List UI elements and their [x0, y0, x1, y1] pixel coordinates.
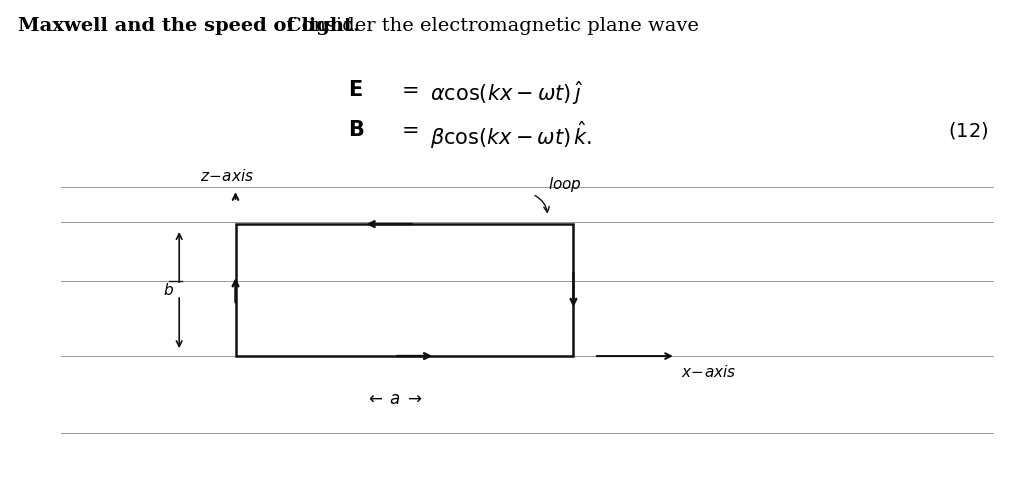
Text: $\alpha\cos(kx-\omega t)\,\hat{\jmath}$: $\alpha\cos(kx-\omega t)\,\hat{\jmath}$	[430, 80, 584, 107]
Text: $z\!-\!axis$: $z\!-\!axis$	[200, 168, 254, 184]
Text: $=$: $=$	[397, 80, 419, 99]
Text: Consider the electromagnetic plane wave: Consider the electromagnetic plane wave	[18, 17, 699, 35]
Text: $(12)$: $(12)$	[948, 120, 988, 140]
Text: Maxwell and the speed of light.: Maxwell and the speed of light.	[18, 17, 360, 35]
Bar	[236, 224, 573, 356]
Text: $loop$: $loop$	[548, 175, 582, 194]
Text: $=$: $=$	[397, 120, 419, 138]
Text: $\beta\cos(kx-\omega t)\,\hat{k}.$: $\beta\cos(kx-\omega t)\,\hat{k}.$	[430, 120, 593, 151]
Text: $x\!-\!axis$: $x\!-\!axis$	[681, 364, 736, 379]
Text: $\mathbf{B}$: $\mathbf{B}$	[348, 120, 365, 139]
Text: $\mathbf{E}$: $\mathbf{E}$	[348, 80, 362, 100]
Text: $b$: $b$	[163, 282, 174, 298]
Text: $\leftarrow\; a \;\rightarrow$: $\leftarrow\; a \;\rightarrow$	[366, 391, 423, 408]
